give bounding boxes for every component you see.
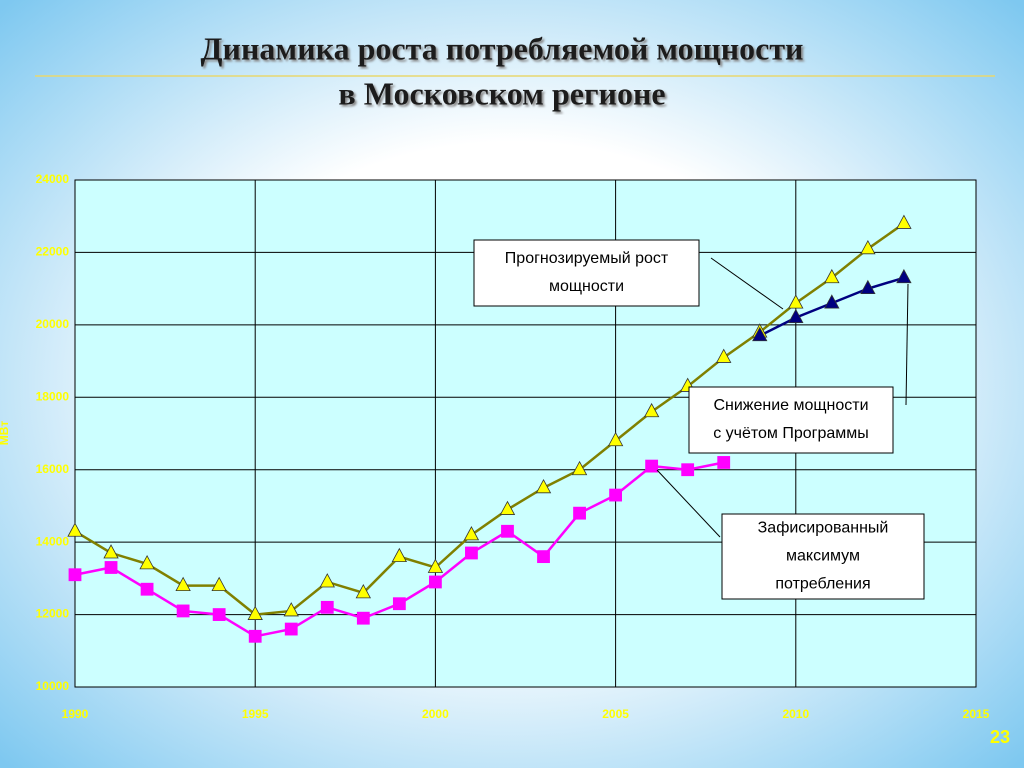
y-axis-label: МВт — [0, 421, 11, 446]
y-tick-label: 10000 — [36, 679, 70, 693]
marker — [140, 582, 154, 596]
x-tick-label: 2000 — [422, 707, 449, 721]
marker — [320, 600, 334, 614]
marker — [67, 522, 83, 537]
annotation-text: Зафисированный — [758, 520, 889, 537]
annotations: Прогнозируемый рост мощности Снижение мощн… — [473, 239, 925, 600]
marker — [896, 214, 912, 229]
marker — [427, 558, 444, 573]
marker — [391, 547, 408, 563]
y-tick-label: 24000 — [36, 172, 70, 186]
marker — [176, 604, 190, 618]
marker — [860, 239, 876, 255]
annotation-text: с учётом Программы — [713, 425, 869, 442]
marker — [824, 268, 840, 284]
marker — [788, 308, 804, 324]
marker — [283, 602, 299, 617]
marker — [824, 294, 840, 309]
marker — [139, 555, 155, 570]
y-tick-label: 22000 — [36, 245, 70, 259]
marker — [573, 506, 586, 520]
marker — [103, 544, 119, 559]
marker — [248, 629, 262, 643]
leader-line — [656, 469, 721, 538]
marker — [716, 348, 732, 363]
y-tick-label: 14000 — [36, 534, 70, 548]
y-tick-label: 12000 — [36, 607, 70, 621]
y-tick-label: 18000 — [36, 389, 70, 403]
marker — [537, 550, 550, 564]
x-tick-label: 1990 — [62, 707, 89, 721]
annotation-text: мощности — [549, 278, 624, 295]
annotation-box — [473, 239, 700, 307]
marker — [465, 546, 478, 560]
marker — [356, 611, 370, 625]
marker — [645, 459, 659, 473]
marker — [535, 478, 552, 494]
marker — [607, 431, 624, 447]
marker — [211, 576, 227, 591]
annotation-text: Прогнозируемый рост — [505, 250, 669, 267]
annotation-text: потребления — [775, 576, 870, 593]
marker — [392, 597, 406, 611]
marker — [355, 583, 371, 599]
leader-line — [710, 257, 784, 310]
marker — [175, 576, 191, 591]
chart-subtitle: в Московском регионе — [338, 75, 665, 111]
marker — [284, 622, 298, 636]
marker — [463, 526, 480, 541]
x-tick-label: 2015 — [963, 707, 990, 721]
marker — [212, 608, 226, 621]
marker — [717, 456, 731, 469]
marker — [571, 460, 588, 476]
page-number: 23 — [990, 727, 1010, 747]
annotation-box — [688, 386, 894, 454]
annotation-text: максимум — [786, 548, 860, 565]
x-tick-label: 2010 — [782, 707, 809, 721]
series-line — [74, 222, 905, 616]
annotation-box — [721, 513, 925, 600]
chart-title: Динамика роста потребляемой мощности — [201, 30, 804, 66]
marker — [68, 568, 82, 582]
marker — [319, 573, 335, 588]
y-tick-label: 16000 — [36, 462, 70, 476]
marker — [896, 268, 912, 284]
marker — [247, 605, 263, 620]
marker — [501, 524, 514, 538]
marker — [428, 575, 442, 589]
marker — [860, 279, 876, 295]
leader-line — [905, 283, 909, 406]
marker — [609, 488, 622, 502]
y-tick-label: 20000 — [36, 317, 70, 331]
annotation-text: Снижение мощности — [713, 397, 868, 414]
marker — [643, 402, 660, 418]
marker — [681, 463, 695, 477]
marker — [104, 561, 118, 574]
marker — [499, 500, 516, 515]
marker — [788, 294, 804, 309]
x-tick-label: 1995 — [242, 707, 269, 721]
x-tick-label: 2005 — [602, 707, 629, 721]
marker — [752, 326, 768, 342]
